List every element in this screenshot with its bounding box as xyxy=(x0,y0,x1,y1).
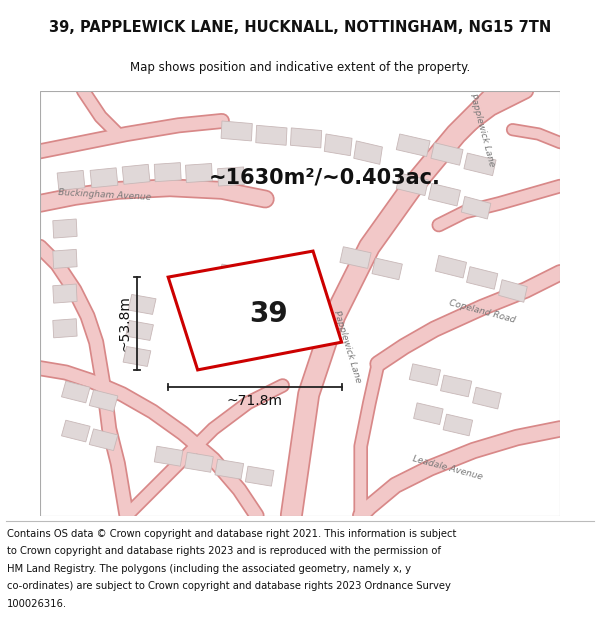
Polygon shape xyxy=(185,452,213,472)
Polygon shape xyxy=(53,284,77,303)
Text: 39: 39 xyxy=(249,301,287,328)
Polygon shape xyxy=(90,168,118,187)
Text: Papplewick Lane: Papplewick Lane xyxy=(468,92,496,167)
Text: Leadale Avenue: Leadale Avenue xyxy=(412,454,484,482)
Polygon shape xyxy=(185,164,212,182)
Polygon shape xyxy=(443,414,473,436)
Polygon shape xyxy=(409,364,440,386)
Polygon shape xyxy=(53,219,77,238)
Polygon shape xyxy=(290,128,322,148)
Polygon shape xyxy=(245,466,274,486)
Polygon shape xyxy=(122,164,150,184)
Polygon shape xyxy=(499,280,527,302)
Polygon shape xyxy=(123,346,151,366)
Polygon shape xyxy=(413,403,443,424)
Polygon shape xyxy=(396,134,430,156)
Polygon shape xyxy=(53,249,77,268)
Polygon shape xyxy=(324,134,352,156)
Polygon shape xyxy=(440,375,472,397)
Polygon shape xyxy=(89,390,118,411)
Polygon shape xyxy=(256,126,287,145)
Text: Buckingham Avenue: Buckingham Avenue xyxy=(58,188,152,202)
Polygon shape xyxy=(431,142,463,165)
Polygon shape xyxy=(154,162,181,182)
Polygon shape xyxy=(154,446,183,466)
Polygon shape xyxy=(354,141,382,164)
Text: Contains OS data © Crown copyright and database right 2021. This information is : Contains OS data © Crown copyright and d… xyxy=(7,529,457,539)
Polygon shape xyxy=(53,319,77,338)
Text: ~53.8m: ~53.8m xyxy=(118,296,132,351)
Polygon shape xyxy=(218,167,244,186)
Polygon shape xyxy=(61,381,90,403)
Polygon shape xyxy=(464,153,496,176)
Text: Papplewick Lane: Papplewick Lane xyxy=(332,309,363,384)
Polygon shape xyxy=(168,251,341,370)
Polygon shape xyxy=(436,256,467,278)
Text: 100026316.: 100026316. xyxy=(7,599,67,609)
Polygon shape xyxy=(396,173,428,196)
Polygon shape xyxy=(428,183,460,206)
Polygon shape xyxy=(372,258,403,280)
Polygon shape xyxy=(251,274,282,297)
Polygon shape xyxy=(89,429,118,451)
Text: co-ordinates) are subject to Crown copyright and database rights 2023 Ordnance S: co-ordinates) are subject to Crown copyr… xyxy=(7,581,451,591)
Polygon shape xyxy=(467,267,498,289)
Polygon shape xyxy=(215,459,244,479)
Polygon shape xyxy=(57,171,85,191)
Text: to Crown copyright and database rights 2023 and is reproduced with the permissio: to Crown copyright and database rights 2… xyxy=(7,546,441,556)
Text: 39, PAPPLEWICK LANE, HUCKNALL, NOTTINGHAM, NG15 7TN: 39, PAPPLEWICK LANE, HUCKNALL, NOTTINGHA… xyxy=(49,19,551,34)
Polygon shape xyxy=(128,294,156,314)
Polygon shape xyxy=(125,321,154,341)
Text: HM Land Registry. The polygons (including the associated geometry, namely x, y: HM Land Registry. The polygons (includin… xyxy=(7,564,411,574)
Polygon shape xyxy=(340,247,371,268)
Polygon shape xyxy=(473,388,501,409)
Polygon shape xyxy=(61,420,90,442)
Polygon shape xyxy=(221,121,252,141)
Text: Copeland Road: Copeland Road xyxy=(448,299,517,325)
Polygon shape xyxy=(461,196,491,219)
Text: Map shows position and indicative extent of the property.: Map shows position and indicative extent… xyxy=(130,61,470,74)
Polygon shape xyxy=(218,264,250,286)
Text: ~71.8m: ~71.8m xyxy=(227,394,283,408)
Text: ~1630m²/~0.403ac.: ~1630m²/~0.403ac. xyxy=(209,168,441,187)
